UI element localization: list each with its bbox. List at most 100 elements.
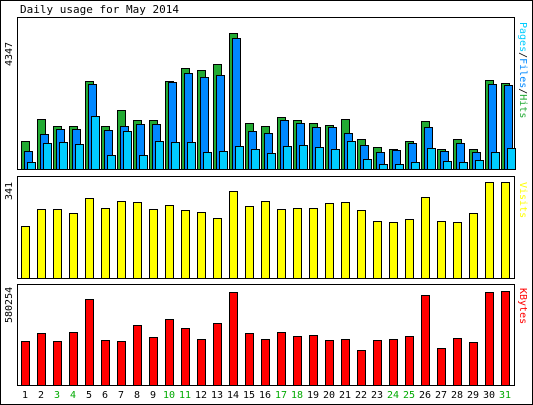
visits-bar — [341, 202, 350, 279]
day-label: 6 — [102, 390, 108, 401]
kbytes-bar — [309, 335, 318, 386]
visits-bar — [229, 191, 238, 279]
kbytes-bar — [277, 332, 286, 386]
visits-bar — [501, 182, 510, 279]
visits-bar — [213, 218, 222, 279]
pages-bar — [107, 155, 116, 170]
pages-bar — [283, 146, 292, 170]
kbytes-bar — [245, 333, 254, 386]
visits-bar — [389, 222, 398, 279]
day-label: 25 — [403, 390, 415, 401]
visits-bar — [85, 198, 94, 279]
day-label: 21 — [339, 390, 351, 401]
kbytes-bar — [181, 328, 190, 386]
pages-bar — [139, 155, 148, 170]
kbytes-bar — [389, 339, 398, 386]
pages-bar — [43, 143, 52, 170]
day-label: 31 — [499, 390, 511, 401]
pages-bar — [251, 149, 260, 170]
visits-bar — [261, 201, 270, 279]
kbytes-bar — [357, 350, 366, 386]
pages-bar — [171, 142, 180, 170]
visits-bar — [37, 209, 46, 279]
day-label: 1 — [22, 390, 28, 401]
visits-bar — [405, 219, 414, 279]
pages-bar — [299, 145, 308, 170]
pages-bar — [203, 152, 212, 170]
visits-bar — [165, 205, 174, 279]
visits-bar — [133, 202, 142, 279]
pages-bar — [475, 160, 484, 170]
pages-bar — [363, 159, 372, 170]
kbytes-bar — [85, 299, 94, 386]
kbytes-bar — [37, 333, 46, 386]
pages-bar — [411, 162, 420, 170]
pages-bar — [91, 116, 100, 170]
kbytes-bar — [469, 342, 478, 386]
visits-bar — [357, 210, 366, 279]
visits-bar — [21, 226, 30, 279]
day-label: 9 — [150, 390, 156, 401]
pages-bar — [491, 152, 500, 170]
kbytes-bar — [213, 323, 222, 386]
day-label: 17 — [275, 390, 287, 401]
pages-bar — [267, 153, 276, 170]
day-label: 29 — [467, 390, 479, 401]
pages-bar — [75, 144, 84, 170]
day-label: 12 — [195, 390, 207, 401]
kbytes-bar — [133, 325, 142, 386]
pages-bar — [379, 164, 388, 170]
day-label: 11 — [179, 390, 191, 401]
day-label: 3 — [54, 390, 60, 401]
day-label: 5 — [86, 390, 92, 401]
day-label: 18 — [291, 390, 303, 401]
day-label: 14 — [227, 390, 239, 401]
pages-bar — [443, 161, 452, 170]
kbytes-bar — [229, 292, 238, 386]
visits-bar — [277, 209, 286, 279]
kbytes-bar — [261, 339, 270, 386]
day-label: 19 — [307, 390, 319, 401]
day-label: 22 — [355, 390, 367, 401]
visits-bar — [197, 212, 206, 279]
kbytes-bar — [101, 340, 110, 386]
visits-bar — [69, 213, 78, 279]
visits-bar — [453, 222, 462, 279]
visits-bar — [309, 208, 318, 279]
pages-bar — [427, 148, 436, 170]
pages-bar — [331, 149, 340, 170]
day-label: 24 — [387, 390, 399, 401]
visits-bar — [469, 213, 478, 279]
pages-bar — [459, 162, 468, 170]
kbytes-bar — [421, 295, 430, 386]
day-label: 26 — [419, 390, 431, 401]
pages-bar — [219, 151, 228, 170]
day-label: 30 — [483, 390, 495, 401]
pages-bar — [59, 142, 68, 170]
pages-bar — [507, 148, 516, 170]
kbytes-bar — [293, 336, 302, 386]
pages-bar — [347, 141, 356, 170]
kbytes-bar — [453, 338, 462, 386]
pages-bar — [123, 131, 132, 170]
pages-bar — [187, 142, 196, 170]
day-label: 4 — [70, 390, 76, 401]
pages-bar — [315, 147, 324, 170]
kbytes-bar — [53, 341, 62, 386]
visits-bar — [437, 221, 446, 279]
kbytes-bar — [197, 339, 206, 386]
kbytes-bar — [501, 291, 510, 386]
kbytes-bar — [117, 341, 126, 386]
day-label: 7 — [118, 390, 124, 401]
day-label: 13 — [211, 390, 223, 401]
kbytes-bar — [21, 341, 30, 386]
kbytes-bar — [165, 319, 174, 386]
kbytes-bar — [69, 332, 78, 386]
chart-title: Daily usage for May 2014 — [20, 3, 179, 16]
visits-bar — [421, 197, 430, 279]
kbytes-bar — [341, 339, 350, 386]
pages-bar — [395, 164, 404, 170]
day-label: 27 — [435, 390, 447, 401]
kbytes-bar — [373, 340, 382, 386]
